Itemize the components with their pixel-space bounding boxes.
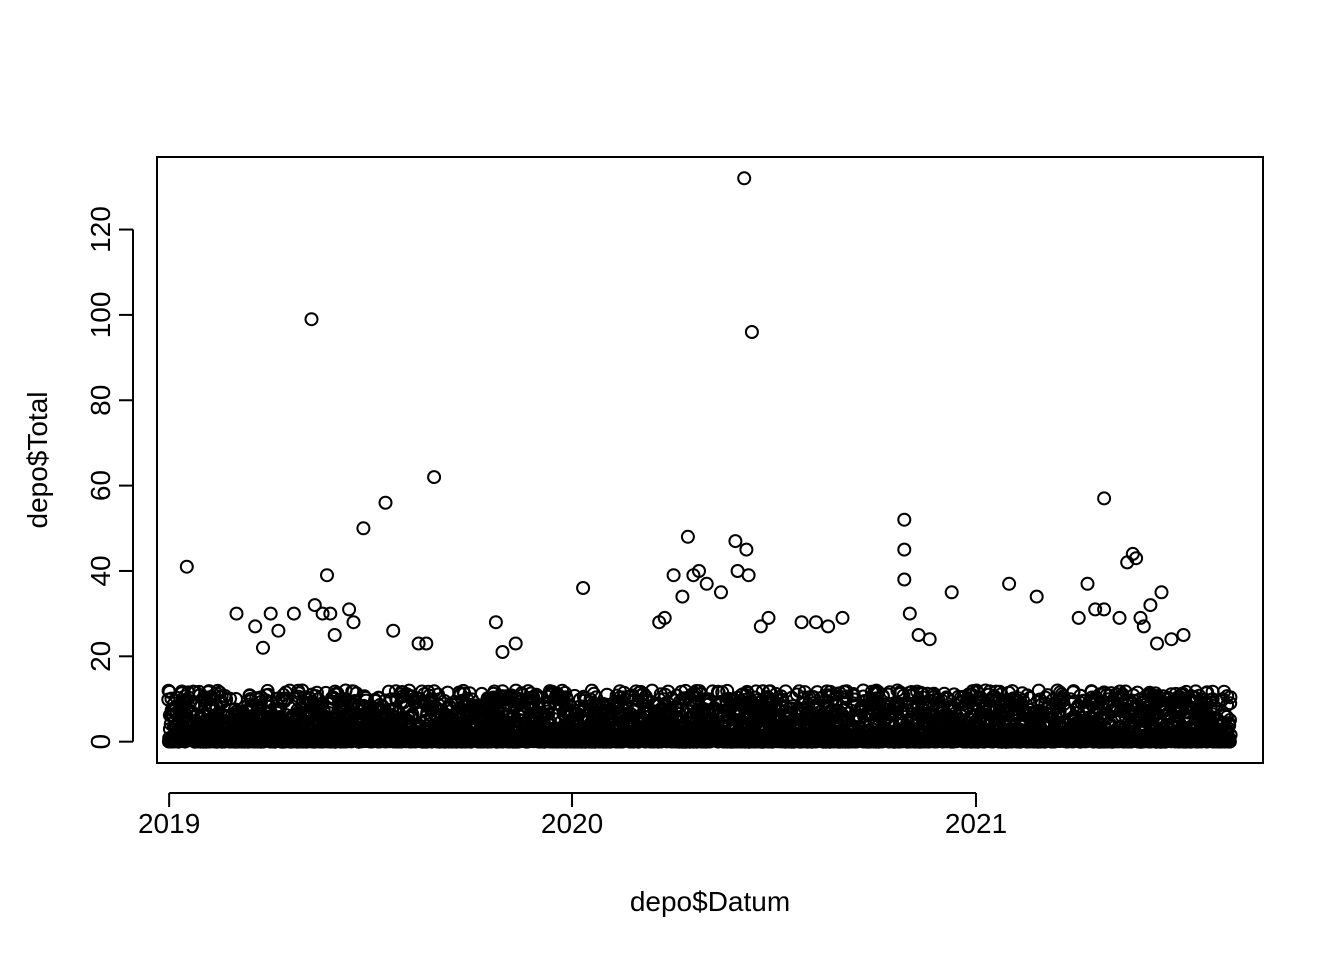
y-tick-label: 100 <box>85 292 116 339</box>
y-axis-label: depo$Total <box>22 391 53 528</box>
data-point <box>427 470 442 485</box>
data-point <box>761 610 776 625</box>
data-point <box>277 694 292 709</box>
data-point <box>652 615 667 630</box>
data-point <box>307 598 322 613</box>
data-point <box>897 512 912 527</box>
data-point <box>386 623 401 638</box>
data-point <box>161 683 176 698</box>
data-point <box>248 619 263 634</box>
data-point <box>1150 636 1164 651</box>
data-point <box>179 559 194 574</box>
data-point <box>508 636 523 651</box>
y-tick-label: 40 <box>85 555 116 586</box>
data-point <box>229 606 244 621</box>
data-point <box>1071 610 1086 625</box>
data-point <box>271 623 286 638</box>
data-point <box>686 568 701 583</box>
data-point <box>1120 555 1135 570</box>
data-point <box>320 568 334 583</box>
x-axis-label: depo$Datum <box>630 886 790 917</box>
data-point <box>1154 585 1169 600</box>
x-tick-label: 2020 <box>541 808 603 839</box>
data-point <box>794 615 809 630</box>
data-point <box>1080 576 1095 591</box>
data-point <box>419 636 434 651</box>
data-point <box>705 684 720 699</box>
data-point <box>809 615 823 630</box>
data-point <box>922 632 937 647</box>
data-point <box>346 615 361 630</box>
data-point <box>944 585 959 600</box>
data-point <box>714 585 728 600</box>
data-point <box>645 683 660 698</box>
data-point <box>495 645 510 659</box>
data-point <box>309 685 324 700</box>
data-point <box>559 690 574 705</box>
data-point <box>1097 491 1112 506</box>
data-point <box>821 619 836 634</box>
data-point <box>897 572 912 587</box>
data-point <box>699 576 714 591</box>
data-point <box>411 636 426 651</box>
data-point <box>753 619 768 634</box>
data-point <box>286 606 301 621</box>
y-tick-label: 120 <box>85 206 116 253</box>
x-tick-label: 2021 <box>945 808 1007 839</box>
data-point <box>1112 610 1127 625</box>
data-point <box>323 606 338 621</box>
data-point <box>576 581 591 595</box>
data-point <box>902 606 917 621</box>
data-point <box>263 606 278 621</box>
data-point <box>1002 576 1017 591</box>
data-point <box>1164 632 1179 647</box>
data-point <box>1133 610 1148 625</box>
data-point <box>739 542 754 557</box>
data-point <box>680 529 695 544</box>
data-point <box>215 695 230 710</box>
data-point <box>315 606 330 621</box>
data-point <box>897 542 912 557</box>
data-point <box>600 687 614 702</box>
data-point <box>1143 598 1158 613</box>
data-point <box>744 325 759 339</box>
data-point <box>1088 602 1103 617</box>
y-tick-label: 80 <box>85 385 116 416</box>
y-tick-label: 60 <box>85 470 116 501</box>
data-point <box>1097 602 1112 617</box>
data-point <box>1029 589 1044 604</box>
dense-point-cloud <box>161 683 1238 749</box>
data-point <box>342 602 357 617</box>
x-tick-label: 2019 <box>138 808 200 839</box>
data-point <box>488 615 503 630</box>
data-point <box>730 564 745 578</box>
data-point <box>256 640 270 655</box>
y-tick-label: 0 <box>85 734 116 750</box>
data-point <box>328 684 343 699</box>
data-point <box>666 568 681 583</box>
data-point <box>327 628 342 642</box>
y-tick-label: 20 <box>85 641 116 672</box>
data-point <box>728 534 743 549</box>
data-point <box>1136 619 1151 634</box>
data-point <box>304 312 319 327</box>
data-point <box>720 683 735 698</box>
data-point <box>737 171 752 186</box>
data-point <box>356 521 371 536</box>
data-point <box>675 589 690 604</box>
data-points <box>161 171 1238 749</box>
data-point <box>835 610 850 625</box>
data-point <box>378 495 393 510</box>
data-point <box>1176 628 1191 642</box>
data-point <box>656 692 671 707</box>
